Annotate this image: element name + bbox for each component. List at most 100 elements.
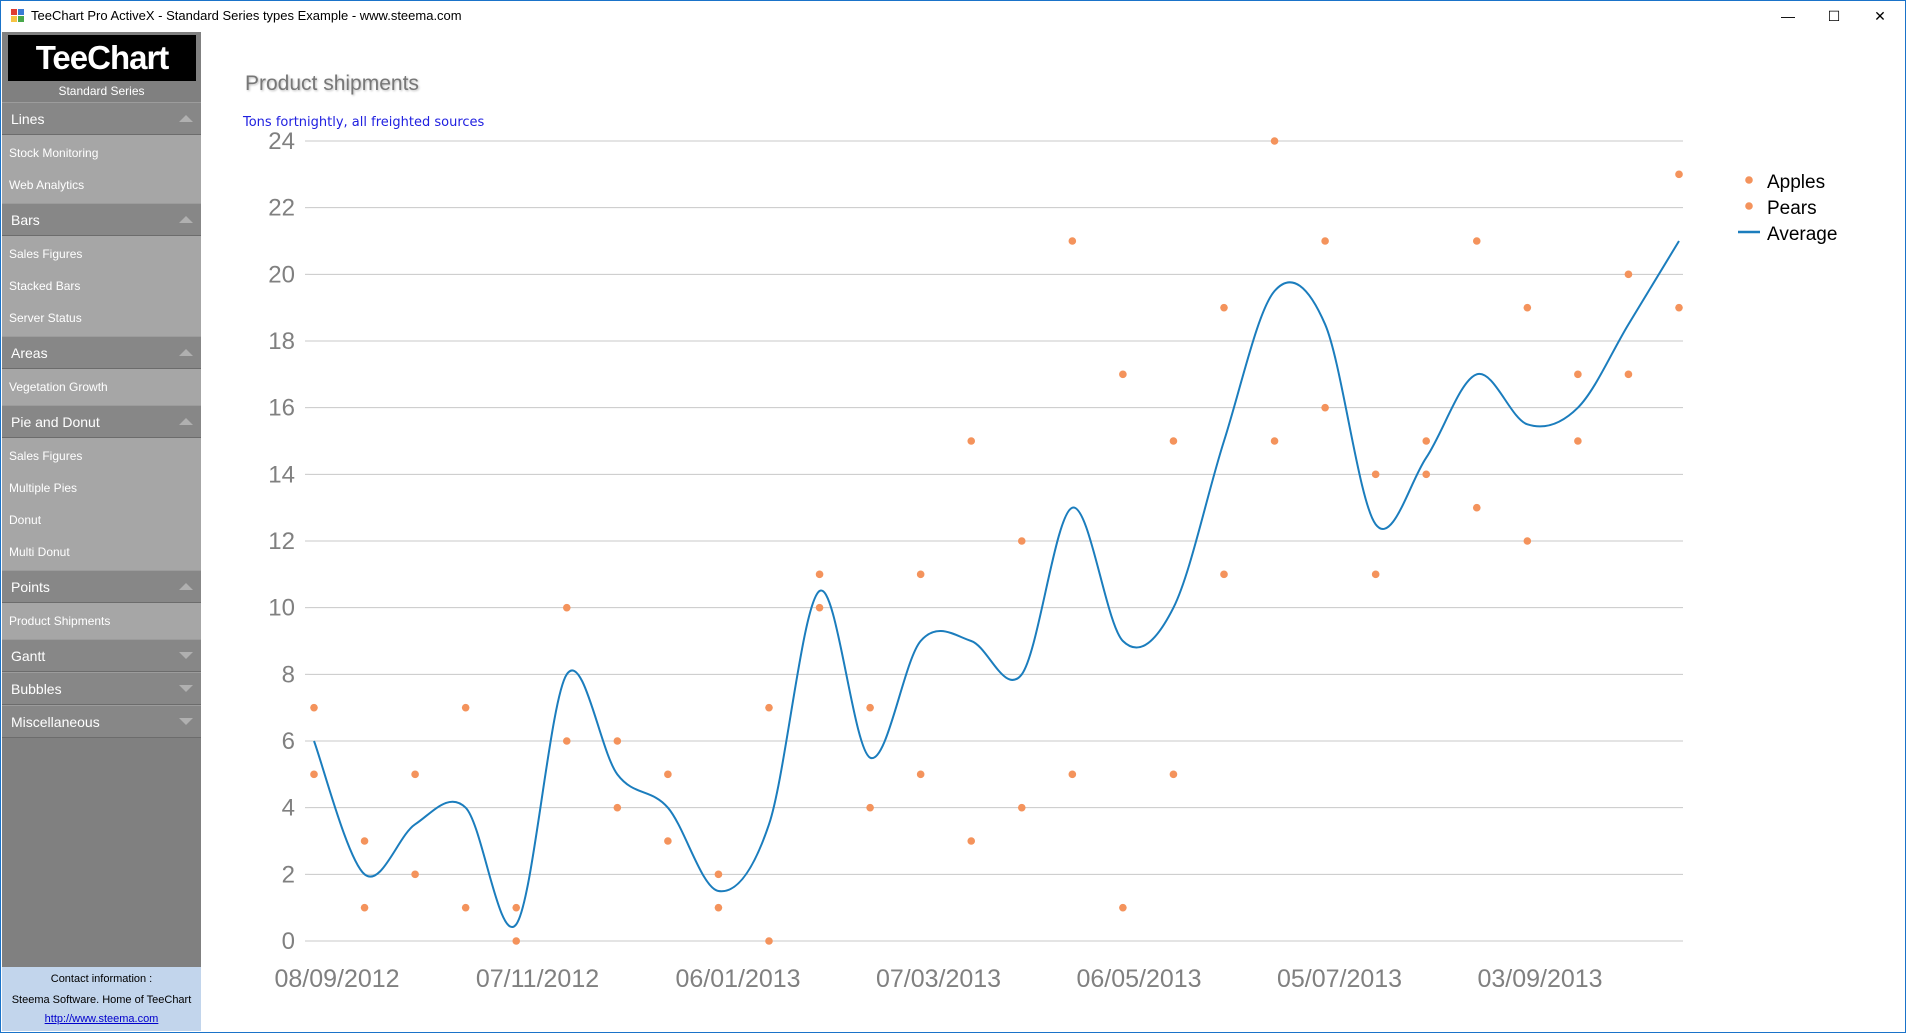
y-tick-label: 6 <box>282 728 295 755</box>
sidebar-menu: Lines Stock Monitoring Web Analytics Bars Sa… <box>2 102 201 738</box>
section-bubbles[interactable]: Bubbles <box>2 672 201 705</box>
sidebar-item-sales-figures[interactable]: Sales Figures <box>9 247 83 261</box>
sidebar-item-sales-figures[interactable]: Sales Figures <box>9 449 83 463</box>
section-pie-and-donut[interactable]: Pie and Donut <box>2 405 201 438</box>
expand-arrow-icon[interactable] <box>179 652 193 659</box>
point-apples <box>815 570 824 579</box>
sidebar-item-donut[interactable]: Donut <box>9 513 42 527</box>
collapse-arrow-icon[interactable] <box>179 115 193 122</box>
point-apples <box>360 837 369 845</box>
point-pears <box>714 903 723 912</box>
point-apples <box>512 903 521 912</box>
contact-link[interactable]: http://www.steema.com <box>44 1013 159 1025</box>
point-pears <box>1068 770 1077 779</box>
legend-label-apples: Apples <box>1767 172 1825 193</box>
point-pears <box>1119 903 1127 912</box>
point-pears <box>1523 537 1532 545</box>
teechart-logo: TeeChart <box>8 35 196 81</box>
point-apples <box>1523 303 1532 312</box>
y-tick-label: 20 <box>268 261 295 288</box>
expand-arrow-icon[interactable] <box>179 685 193 692</box>
y-tick-label: 14 <box>268 461 295 488</box>
point-pears <box>815 603 824 612</box>
section-lines[interactable]: Lines <box>2 102 201 135</box>
section-items: Sales Figures Stacked Bars Server Status <box>2 236 201 336</box>
point-pears <box>1624 370 1633 379</box>
sidebar-item-vegetation-growth[interactable]: Vegetation Growth <box>9 380 108 394</box>
x-tick-label: 05/07/2013 <box>1277 965 1402 993</box>
sidebar-subtitle: Standard Series <box>58 84 145 98</box>
sidebar-item-product-shipments[interactable]: Product Shipments <box>9 614 111 628</box>
point-apples <box>1675 170 1683 179</box>
point-pears <box>866 803 874 812</box>
point-apples <box>967 437 976 445</box>
x-tick-label: 06/05/2013 <box>1076 965 1201 993</box>
section-areas[interactable]: Areas <box>2 336 201 369</box>
point-pears <box>1169 770 1178 779</box>
point-apples <box>1270 137 1279 145</box>
sidebar-item-multiple-pies[interactable]: Multiple Pies <box>9 481 78 495</box>
section-items: Product Shipments <box>2 603 201 639</box>
section-label: Pie and Donut <box>11 414 100 430</box>
point-apples <box>1422 437 1431 445</box>
x-tick-label: 08/09/2012 <box>274 965 399 993</box>
legend-label-average: Average <box>1767 224 1837 245</box>
contact-panel: Contact information : Steema Software. H… <box>2 967 201 1031</box>
point-apples <box>1321 237 1329 245</box>
close-button[interactable]: ✕ <box>1874 7 1886 24</box>
y-tick-label: 18 <box>268 328 295 355</box>
section-gantt[interactable]: Gantt <box>2 639 201 672</box>
sidebar-item-stock-monitoring[interactable]: Stock Monitoring <box>9 146 99 160</box>
title-bar: TeeChart Pro ActiveX - Standard Series t… <box>1 1 1905 31</box>
point-apples <box>866 703 874 712</box>
point-apples <box>916 570 925 579</box>
point-apples <box>714 870 723 879</box>
point-pears <box>916 770 925 779</box>
point-pears <box>1270 437 1279 445</box>
collapse-arrow-icon[interactable] <box>179 418 193 425</box>
chart-subtitle: Tons fortnightly, all freighted sources <box>243 115 485 130</box>
point-apples <box>1624 270 1633 279</box>
contact-company: Steema Software. Home of TeeChart <box>11 994 192 1006</box>
maximize-button[interactable]: ☐ <box>1827 7 1841 24</box>
point-apples <box>411 770 419 779</box>
point-pears <box>310 770 318 779</box>
point-apples <box>1017 537 1026 545</box>
expand-arrow-icon[interactable] <box>179 718 193 725</box>
point-apples <box>1574 370 1582 379</box>
point-apples <box>310 703 318 712</box>
window-title: TeeChart Pro ActiveX - Standard Series t… <box>31 8 462 23</box>
chart-title: Product shipments <box>245 72 419 95</box>
sidebar-item-multi-donut[interactable]: Multi Donut <box>9 545 70 559</box>
legend-label-pears: Pears <box>1767 198 1817 219</box>
point-pears <box>967 837 976 845</box>
point-pears <box>1220 570 1228 579</box>
point-pears <box>664 837 672 845</box>
point-apples <box>1169 437 1178 445</box>
point-apples <box>765 703 773 712</box>
point-pears <box>360 903 369 912</box>
section-items: Sales Figures Multiple Pies Donut Multi Don… <box>2 438 201 570</box>
collapse-arrow-icon[interactable] <box>179 216 193 223</box>
sidebar-item-stacked-bars[interactable]: Stacked Bars <box>9 279 81 293</box>
y-tick-label: 24 <box>268 128 295 155</box>
section-points[interactable]: Points <box>2 570 201 603</box>
point-apples <box>1371 470 1380 479</box>
series-average-line <box>313 240 1680 928</box>
point-apples <box>461 703 470 712</box>
sidebar-item-server-status[interactable]: Server Status <box>9 311 82 325</box>
collapse-arrow-icon[interactable] <box>179 349 193 356</box>
minimize-button[interactable]: — <box>1781 8 1795 24</box>
section-bars[interactable]: Bars <box>2 203 201 236</box>
x-tick-label: 07/11/2012 <box>476 965 599 993</box>
section-miscellaneous[interactable]: Miscellaneous <box>2 705 201 738</box>
point-pears <box>512 937 521 945</box>
x-tick-label: 07/03/2013 <box>876 965 1001 993</box>
sidebar-item-web-analytics[interactable]: Web Analytics <box>9 178 85 192</box>
collapse-arrow-icon[interactable] <box>179 583 193 590</box>
y-tick-label: 2 <box>282 861 295 888</box>
sidebar: TeeChart Standard Series Lines Stock Moni… <box>2 32 201 1031</box>
section-label: Miscellaneous <box>11 714 100 730</box>
